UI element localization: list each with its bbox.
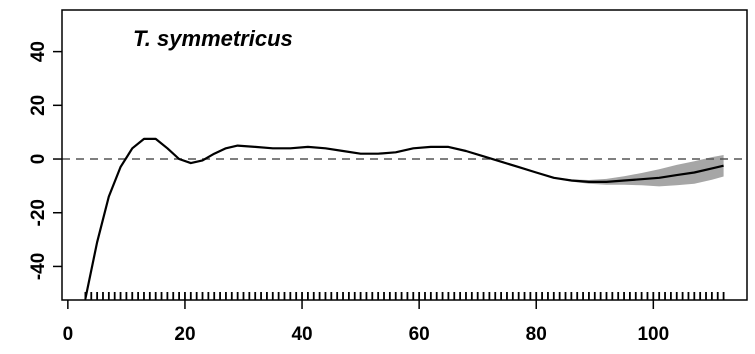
chart-title: T. symmetricus	[133, 26, 293, 51]
confidence-band	[85, 138, 724, 299]
x-axis: 0 20 40 60 80 100	[63, 300, 669, 345]
x-tick-label: 20	[174, 324, 195, 345]
rug-layer	[84, 292, 725, 300]
series-line	[84, 137, 724, 299]
y-tick-label: 40	[28, 41, 49, 62]
series-line-layer	[84, 137, 724, 299]
plot-frame	[61, 9, 748, 301]
y-tick-label: -20	[28, 199, 49, 226]
x-tick-label: 0	[63, 324, 74, 345]
x-tick-label: 60	[409, 324, 430, 345]
x-tick-label: 80	[526, 324, 547, 345]
x-tick-label: 100	[637, 324, 669, 345]
confidence-band-layer	[85, 138, 724, 299]
y-tick-label: 20	[28, 95, 49, 116]
y-tick-label: 0	[28, 154, 49, 165]
y-axis: -40 -20 0 20 40	[28, 41, 62, 280]
y-tick-label: -40	[28, 253, 49, 280]
x-tick-label: 40	[291, 324, 312, 345]
